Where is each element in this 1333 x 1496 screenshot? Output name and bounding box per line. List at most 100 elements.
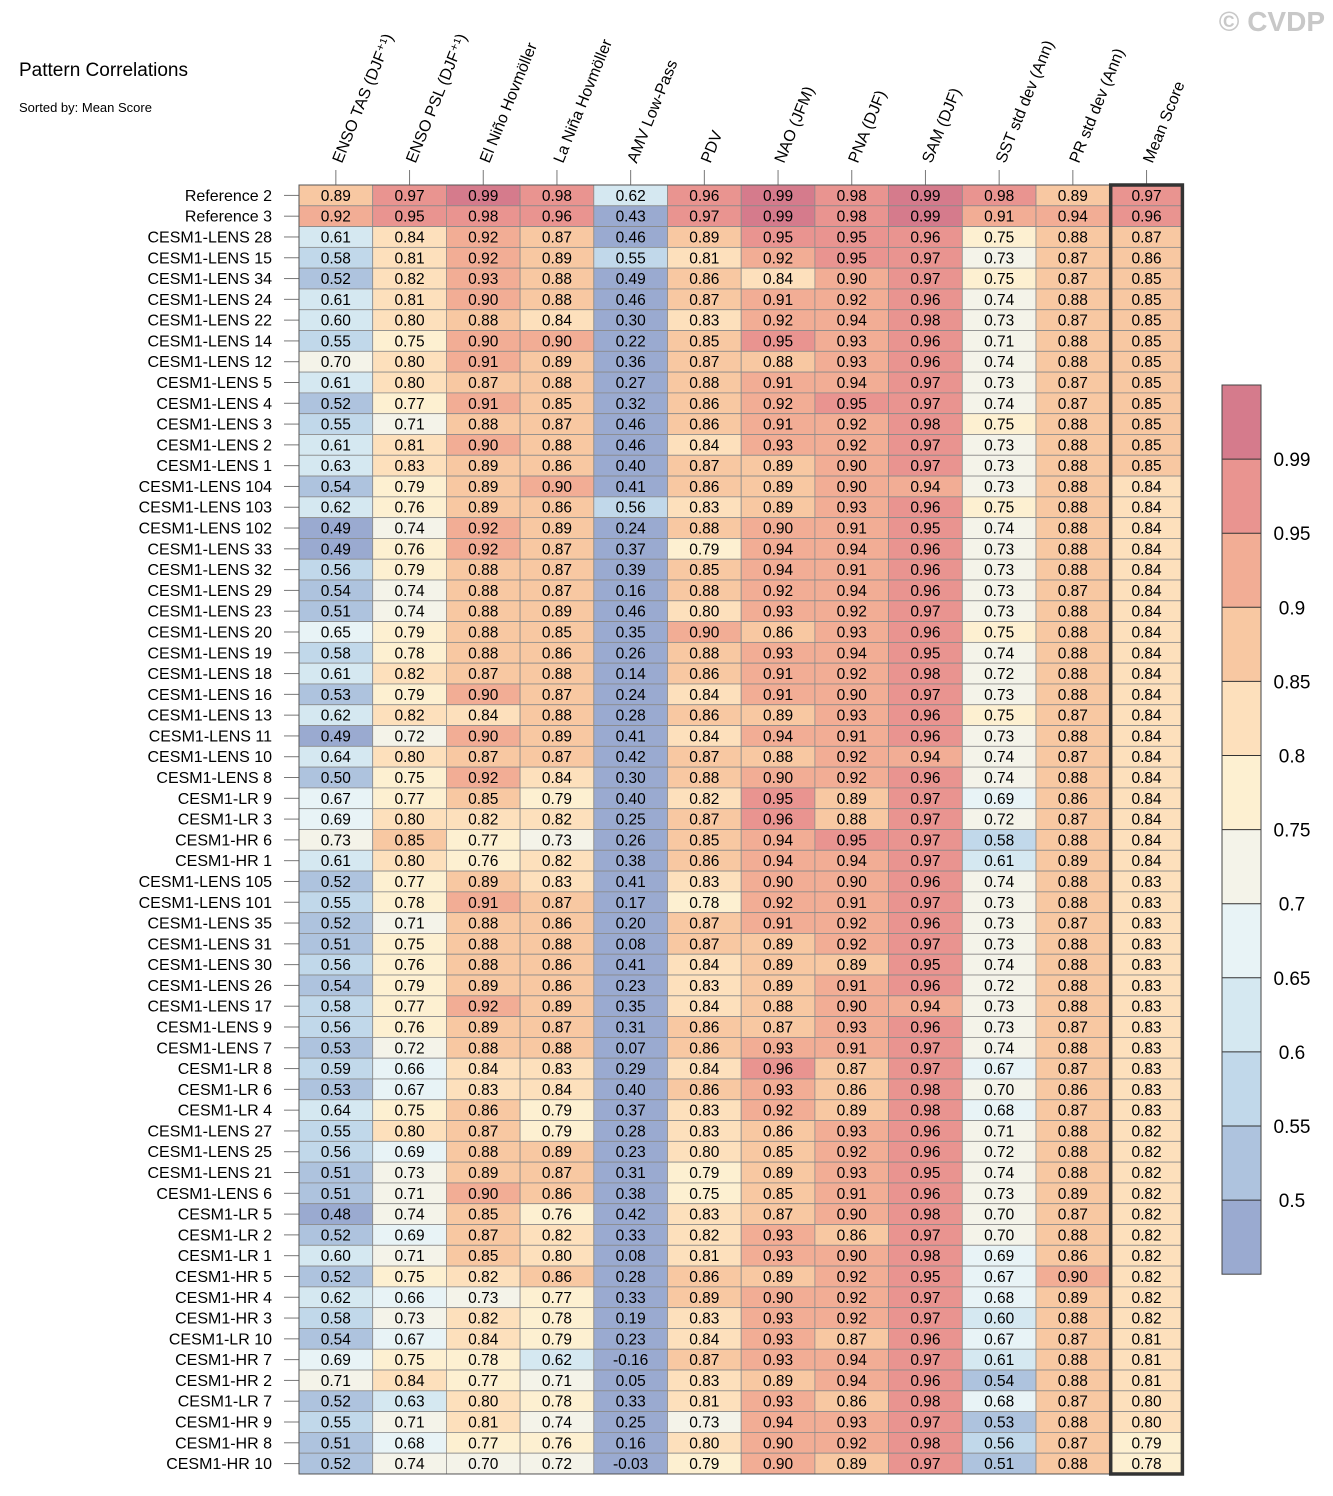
cell-value: 0.77 [394,874,424,891]
cell-value: 0.82 [1131,1165,1161,1182]
cell-value: 0.70 [984,1207,1015,1224]
cell-value: 0.87 [1058,271,1088,288]
cell-value: 0.87 [1058,250,1088,267]
cell-value: 0.83 [1131,936,1161,953]
row-label: CESM1-LENS 34 [148,271,273,288]
cell-value: 0.62 [542,1352,572,1369]
cell-value: 0.71 [984,333,1014,350]
cell-value: 0.54 [984,1373,1015,1390]
cell-value: 0.94 [763,853,794,870]
cell-value: 0.61 [321,853,351,870]
cell-value: 0.82 [542,812,572,829]
cell-value: 0.75 [394,770,424,787]
cell-value: 0.76 [394,500,424,517]
colorbar-label: 0.9 [1279,598,1305,619]
cell-value: 0.98 [910,1394,940,1411]
cell-value: 0.78 [689,895,719,912]
cell-value: 0.82 [542,853,572,870]
cell-value: 0.55 [321,1415,351,1432]
cell-value: 0.72 [984,666,1014,683]
cell-value: 0.88 [542,708,572,725]
cell-value: 0.74 [984,396,1015,413]
cell-value: 0.61 [321,437,351,454]
cell-value: 0.67 [394,1331,424,1348]
cell-value: 0.88 [837,812,867,829]
cell-value: 0.28 [616,708,646,725]
cell-value: 0.74 [394,604,425,621]
row-label: CESM1-LR 4 [178,1103,272,1120]
cell-value: 0.83 [468,1082,498,1099]
cell-value: 0.56 [321,562,351,579]
row-label: CESM1-LENS 20 [148,624,273,641]
cell-value: 0.41 [616,479,646,496]
cell-value: 0.59 [321,1061,351,1078]
cell-value: 0.98 [910,417,940,434]
column-label: Mean Score [1140,79,1188,165]
cell-value: 0.92 [321,209,351,226]
cell-value: 0.75 [984,708,1014,725]
cell-value: 0.88 [1058,1415,1088,1432]
cell-value: 0.60 [984,1311,1015,1328]
cell-value: 0.84 [1131,500,1162,517]
cell-value: 0.92 [837,1144,867,1161]
cell-value: 0.93 [837,624,867,641]
cell-value: 0.69 [394,1227,424,1244]
row-label: CESM1-HR 9 [175,1415,272,1432]
cell-value: 0.05 [616,1373,646,1390]
cell-value: 0.88 [689,375,719,392]
cell-value: 0.87 [689,749,719,766]
cell-value: 0.75 [394,936,424,953]
cell-value: 0.49 [616,271,646,288]
cell-value: 0.84 [1131,853,1162,870]
cell-value: 0.99 [763,188,793,205]
cell-value: 0.56 [321,1144,351,1161]
cell-value: 0.71 [542,1373,572,1390]
cell-value: 0.94 [837,853,868,870]
cell-value: 0.98 [984,188,1014,205]
cell-value: 0.82 [1131,1123,1161,1140]
cell-value: 0.89 [689,229,719,246]
row-label: CESM1-LENS 2 [156,437,272,454]
cell-value: 0.88 [1058,770,1088,787]
cell-value: 0.87 [837,1331,867,1348]
cell-value: 0.85 [468,1207,498,1224]
cell-value: 0.86 [542,916,572,933]
cell-value: 0.82 [1131,1311,1161,1328]
cell-value: 0.40 [616,1082,647,1099]
cell-value: 0.88 [542,666,572,683]
cell-value: 0.71 [321,1373,351,1390]
cell-value: 0.84 [689,957,720,974]
cell-value: 0.84 [468,1061,499,1078]
cell-value: 0.91 [468,354,498,371]
column-label: SST std dev (Ann) [993,38,1058,165]
cell-value: 0.84 [542,1082,573,1099]
cell-value: 0.86 [1058,1082,1088,1099]
cell-value: 0.82 [468,1311,498,1328]
cell-value: 0.96 [910,1019,940,1036]
cell-value: 0.30 [616,313,647,330]
cell-value: 0.86 [689,708,719,725]
cell-value: 0.75 [394,1269,424,1286]
cell-value: 0.53 [321,687,351,704]
cell-value: 0.38 [616,853,646,870]
cell-value: 0.24 [616,521,647,538]
cell-value: 0.76 [394,541,424,558]
cell-value: 0.87 [1058,812,1088,829]
cell-value: 0.97 [910,895,940,912]
cell-value: 0.90 [468,687,499,704]
cell-value: 0.88 [689,645,719,662]
cell-value: 0.97 [910,396,940,413]
cell-value: 0.40 [616,458,647,475]
cell-value: 0.88 [1058,292,1088,309]
cell-value: 0.63 [321,458,351,475]
cell-value: 0.73 [984,250,1014,267]
cell-value: 0.92 [837,1311,867,1328]
cell-value: 0.86 [1058,1248,1088,1265]
cell-value: 0.88 [1058,521,1088,538]
cell-value: 0.49 [321,728,351,745]
cell-value: 0.94 [837,583,868,600]
cell-value: 0.71 [394,1415,424,1432]
cell-value: 0.82 [468,812,498,829]
row-label: CESM1-LR 3 [178,812,272,829]
cell-value: 0.95 [763,791,793,808]
